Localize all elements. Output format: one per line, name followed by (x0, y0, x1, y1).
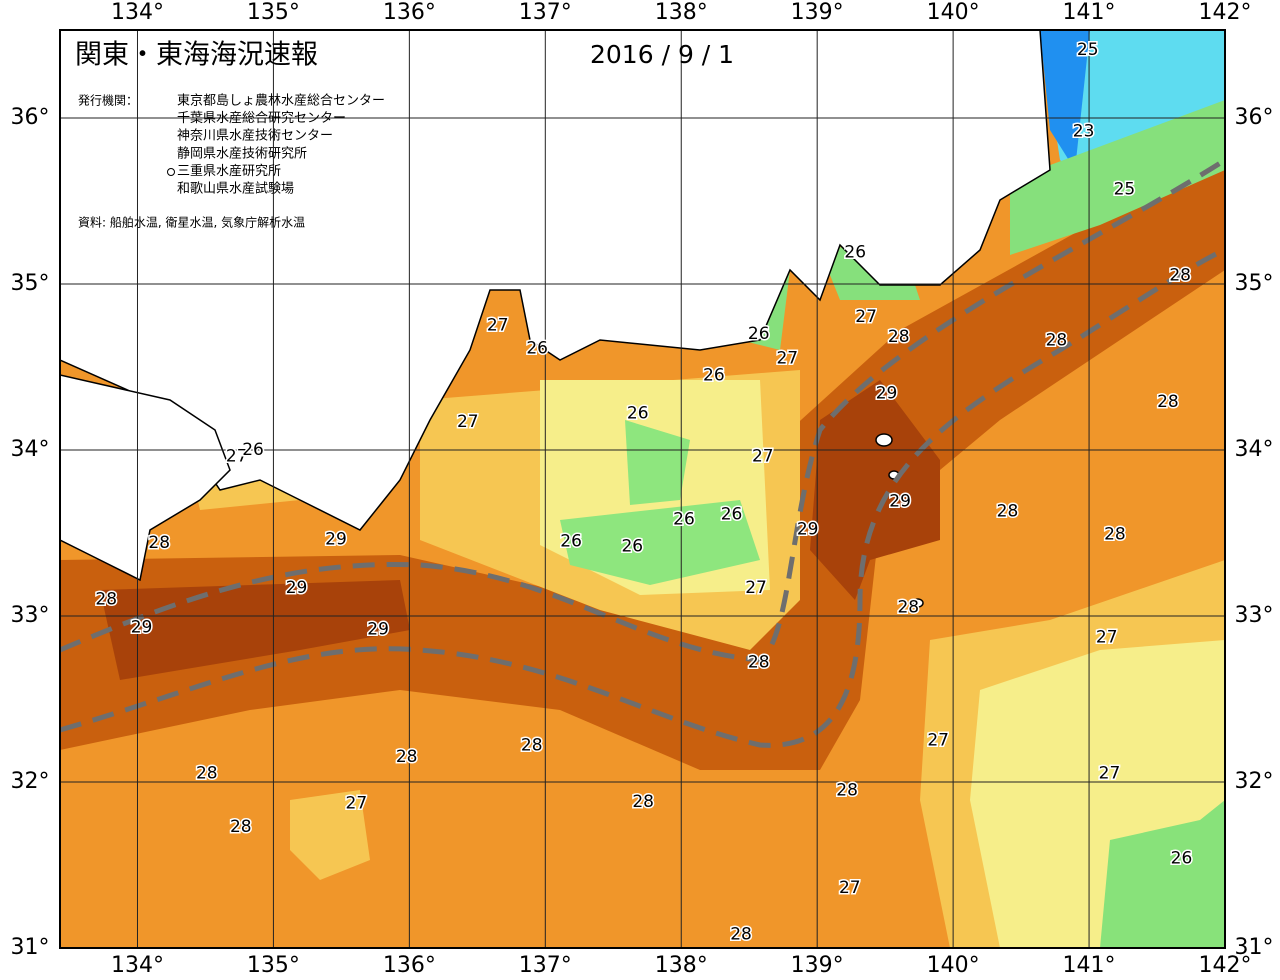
lon-label-top: 142° (1199, 0, 1252, 25)
lat-label-right: 35° (1235, 271, 1274, 296)
temperature-label: 27 (487, 315, 509, 335)
graticule: 134° 134° 135° 135° 136° 136° 137° 137° 138° 138°… (11, 0, 1274, 978)
temperature-label: 27 (226, 447, 248, 467)
temperature-label: 29 (889, 491, 911, 511)
lon-label-bottom: 137° (519, 953, 572, 978)
lon-label-top: 136° (383, 0, 436, 25)
date: 2016 / 9 / 1 (590, 40, 734, 69)
temperature-label: 29 (286, 578, 308, 598)
lon-label-bottom: 139° (791, 953, 844, 978)
lon-label-bottom: 136° (383, 953, 436, 978)
temperature-label: 28 (730, 925, 752, 945)
temperature-label: 28 (888, 327, 910, 347)
temperature-label: 27 (752, 447, 774, 467)
temperature-label: 27 (927, 730, 949, 750)
temperature-label: 26 (844, 242, 866, 262)
temperature-label: 27 (1096, 628, 1118, 648)
temperature-label: 27 (346, 794, 368, 814)
temperature-label: 28 (1169, 266, 1191, 286)
publisher: 三重県水産研究所 (177, 163, 281, 179)
temperature-label: 28 (997, 501, 1019, 521)
temperature-label: 26 (526, 339, 548, 359)
publisher: 千葉県水産総合研究センター (177, 110, 346, 126)
temperature-label: 23 (1073, 121, 1095, 141)
temperature-label: 28 (148, 533, 170, 553)
temperature-label: 26 (703, 365, 725, 385)
lon-label-top: 138° (655, 0, 708, 25)
temperature-label: 28 (632, 792, 654, 812)
temperature-label: 29 (876, 384, 898, 404)
temperature-label: 28 (196, 764, 218, 784)
temperature-label: 28 (396, 747, 418, 767)
temperature-label: 29 (367, 619, 389, 639)
lon-label-top: 137° (519, 0, 572, 25)
temperature-label: 29 (131, 618, 153, 638)
publisher: 東京都島しょ農林水産総合センター (177, 93, 385, 109)
temperature-label: 27 (1099, 764, 1121, 784)
temperature-label: 28 (1157, 392, 1179, 412)
lon-label-top: 139° (791, 0, 844, 25)
lat-label-right: 33° (1235, 603, 1274, 628)
map-frame (59, 29, 1226, 949)
temperature-label: 25 (1114, 179, 1136, 199)
temperature-label: 27 (776, 349, 798, 369)
temperature-label: 28 (230, 817, 252, 837)
lat-label-right: 32° (1235, 769, 1274, 794)
temperature-label: 26 (627, 403, 649, 423)
temperature-label: 26 (242, 440, 264, 460)
temperature-label: 25 (1077, 40, 1099, 60)
temperature-label: 26 (560, 531, 582, 551)
temperature-label: 28 (521, 735, 543, 755)
temperature-label: 26 (621, 536, 643, 556)
source: 資料: 船舶水温, 衛星水温, 気象庁解析水温 (78, 215, 305, 230)
temperature-label: 28 (1104, 525, 1126, 545)
temperature-label: 27 (855, 307, 877, 327)
temperature-label: 26 (748, 324, 770, 344)
temperature-label: 27 (745, 578, 767, 598)
lon-label-top: 141° (1063, 0, 1116, 25)
lat-label-right: 36° (1235, 105, 1274, 130)
lat-label-left: 34° (11, 437, 50, 462)
temperature-field (60, 30, 1225, 948)
temperature-label: 27 (457, 412, 479, 432)
temperature-label: 28 (748, 652, 770, 672)
lat-label-left: 33° (11, 603, 50, 628)
temperature-label: 29 (325, 530, 347, 550)
lat-label-left: 32° (11, 769, 50, 794)
temperature-label: 28 (897, 598, 919, 618)
lon-label-bottom: 135° (247, 953, 300, 978)
publisher: 和歌山県水産試験場 (177, 181, 294, 197)
temperature-label: 28 (836, 780, 858, 800)
lon-label-top: 135° (247, 0, 300, 25)
lat-label-left: 36° (11, 105, 50, 130)
station-marker (167, 168, 175, 176)
temperature-label: 28 (95, 589, 117, 609)
lat-label-left: 31° (11, 935, 50, 960)
temperature-label: 26 (673, 510, 695, 530)
lon-label-top: 140° (927, 0, 980, 25)
lon-label-bottom: 141° (1063, 953, 1116, 978)
lat-label-left: 35° (11, 271, 50, 296)
lon-label-top: 134° (111, 0, 164, 25)
publisher: 神奈川県水産技術センター (177, 128, 333, 144)
lon-label-bottom: 142° (1199, 953, 1252, 978)
lon-label-bottom: 138° (655, 953, 708, 978)
temperature-label: 28 (1046, 330, 1068, 350)
lat-label-right: 34° (1235, 437, 1274, 462)
lat-label-right: 31° (1235, 935, 1274, 960)
publisher: 静岡県水産技術研究所 (177, 145, 307, 161)
lon-label-bottom: 134° (111, 953, 164, 978)
publisher-label: 発行機関： (78, 93, 138, 108)
temperature-label: 26 (721, 505, 743, 525)
title: 関東・東海海況速報 (75, 40, 318, 71)
temperature-label: 26 (1171, 848, 1193, 868)
temperature-label: 29 (797, 520, 819, 540)
temperature-label: 27 (839, 878, 861, 898)
publisher-list: 東京都島しょ農林水産総合センター千葉県水産総合研究センター神奈川県水産技術センタ… (177, 93, 385, 197)
lon-label-bottom: 140° (927, 953, 980, 978)
